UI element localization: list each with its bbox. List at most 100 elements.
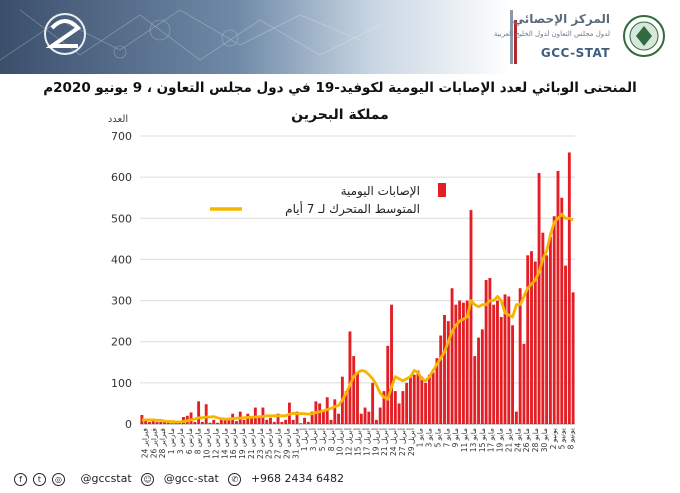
x-tick-label: 31 مارس bbox=[291, 428, 300, 459]
y-tick-label: 300 bbox=[111, 295, 132, 308]
x-tick-label: 15 مايو bbox=[478, 428, 487, 452]
bar bbox=[446, 321, 450, 424]
bar bbox=[477, 337, 480, 424]
x-tick-label: 7 مايو bbox=[442, 428, 451, 447]
bar bbox=[367, 411, 371, 424]
x-tick-label: 24 فبراير bbox=[140, 428, 149, 459]
y-tick-label: 400 bbox=[111, 253, 132, 266]
bar bbox=[397, 403, 401, 424]
bar bbox=[416, 370, 420, 424]
x-tick-label: 11 مايو bbox=[460, 428, 469, 452]
bar bbox=[140, 414, 144, 424]
bar bbox=[409, 376, 412, 424]
bar bbox=[484, 280, 488, 424]
x-tick-label: 19 مايو bbox=[496, 428, 505, 452]
x-tick-label: 5 أبريل bbox=[317, 428, 327, 451]
bar bbox=[564, 265, 567, 424]
x-tick-label: 1 مارس bbox=[167, 428, 176, 454]
x-tick-label: 19 أبريل bbox=[370, 428, 380, 456]
logo-subtitle: لدول مجلس التعاون لدول الخليج العربية bbox=[493, 30, 610, 38]
bar bbox=[439, 335, 443, 424]
bar bbox=[306, 421, 310, 424]
social-handle[interactable]: @gccstat bbox=[80, 472, 132, 485]
bar bbox=[480, 329, 484, 424]
x-tick-label: 8 مارس bbox=[194, 428, 203, 454]
bar bbox=[571, 292, 575, 424]
bar bbox=[454, 304, 458, 424]
bar bbox=[496, 300, 499, 424]
bar bbox=[405, 382, 409, 424]
y-tick-label: 200 bbox=[111, 336, 132, 349]
bar bbox=[548, 236, 552, 424]
bar bbox=[204, 404, 208, 424]
bar bbox=[518, 288, 522, 424]
x-tick-label: 27 أبريل bbox=[397, 428, 407, 456]
phone-number[interactable]: +968 2434 6482 bbox=[250, 472, 345, 485]
bar bbox=[488, 277, 492, 424]
bar bbox=[299, 423, 303, 424]
bar bbox=[148, 421, 151, 424]
bar bbox=[374, 419, 378, 424]
bar bbox=[393, 391, 397, 424]
x-tick-label: 5 يونيو bbox=[558, 428, 567, 449]
bar bbox=[469, 210, 473, 424]
x-tick-label: 9 مايو bbox=[451, 428, 460, 447]
bar bbox=[420, 376, 424, 424]
bar bbox=[526, 255, 530, 424]
bar bbox=[284, 419, 288, 424]
bar bbox=[356, 372, 359, 424]
bar bbox=[522, 343, 526, 424]
bar bbox=[533, 261, 537, 424]
bar bbox=[200, 421, 204, 424]
bar bbox=[197, 401, 201, 424]
bar bbox=[443, 314, 446, 424]
bar bbox=[159, 421, 163, 424]
bar bbox=[235, 421, 238, 424]
facebook-icon[interactable]: f bbox=[14, 472, 27, 486]
x-tick-label: 10 مارس bbox=[203, 428, 212, 459]
bar bbox=[371, 382, 375, 424]
bar bbox=[344, 391, 348, 424]
x-tick-label: 10 أبريل bbox=[335, 428, 345, 456]
bar bbox=[219, 418, 223, 424]
moving-average-series bbox=[141, 212, 574, 424]
bar bbox=[567, 152, 571, 424]
bar bbox=[450, 288, 454, 424]
bar bbox=[461, 302, 465, 424]
x-tick-label: 29 مارس bbox=[282, 428, 291, 459]
bar bbox=[265, 419, 269, 424]
twitter-icon[interactable]: t bbox=[33, 472, 46, 486]
bar bbox=[390, 304, 393, 424]
x-tick-label: 19 مارس bbox=[238, 428, 247, 459]
bar bbox=[503, 294, 507, 424]
snapchat-handle[interactable]: @gcc-stat bbox=[163, 472, 219, 485]
bar bbox=[295, 411, 299, 424]
footer-contacts: f t ◎ @gccstat ☺ @gcc-stat ✆ +968 2434 648… bbox=[14, 472, 350, 488]
bar bbox=[322, 409, 325, 424]
snapchat-icon[interactable]: ☺ bbox=[141, 472, 155, 486]
legend-swatch-bar bbox=[438, 183, 446, 197]
x-tick-label: 12 أبريل bbox=[344, 428, 354, 456]
bar bbox=[174, 422, 178, 424]
legend-label-daily: الإصابات اليومية bbox=[341, 184, 420, 199]
x-tick-label: 13 مايو bbox=[469, 428, 478, 452]
bar bbox=[291, 419, 295, 424]
bar bbox=[348, 331, 352, 424]
x-tick-label: 28 مايو bbox=[531, 428, 540, 452]
whatsapp-icon[interactable]: ✆ bbox=[228, 472, 242, 486]
instagram-icon[interactable]: ◎ bbox=[52, 472, 65, 486]
bar bbox=[352, 356, 356, 424]
y-tick-label: 100 bbox=[111, 377, 132, 390]
bar bbox=[223, 418, 227, 424]
logo-stripes bbox=[510, 10, 517, 64]
x-tick-label: 29 أبريل bbox=[406, 428, 416, 456]
chart-container: مملكة البحرين العدد 0 100 200 300 400 500 600 7… bbox=[0, 100, 680, 468]
bar bbox=[545, 255, 549, 424]
bar bbox=[465, 300, 469, 424]
bar bbox=[556, 170, 560, 424]
gcc-seal-icon bbox=[623, 15, 665, 57]
bar bbox=[363, 407, 367, 424]
bar bbox=[511, 325, 515, 424]
bar bbox=[310, 411, 314, 424]
